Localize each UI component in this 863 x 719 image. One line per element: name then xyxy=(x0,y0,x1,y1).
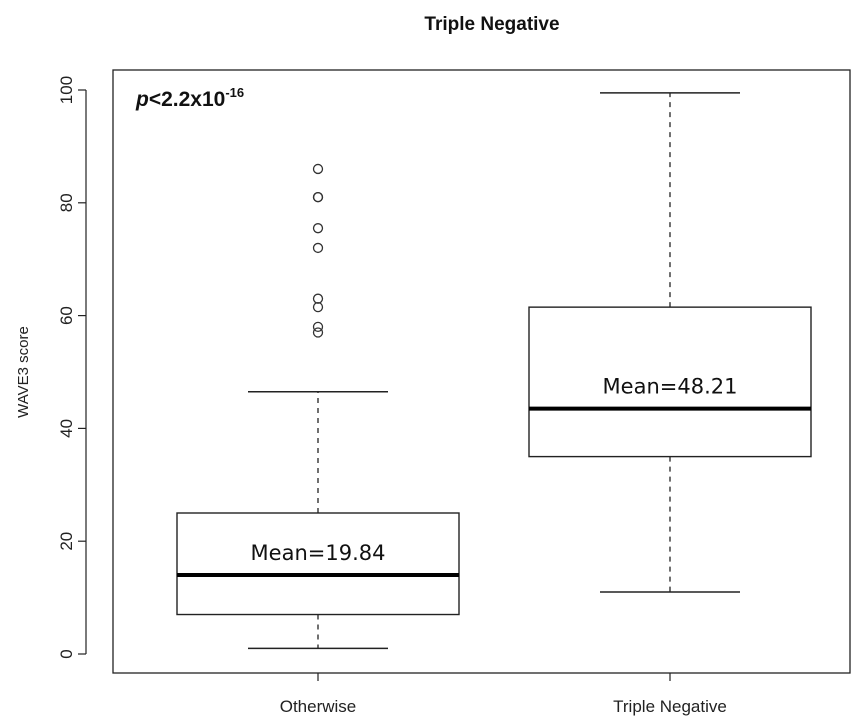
outlier-0-6 xyxy=(312,301,324,313)
p-value-exponent: -16 xyxy=(225,85,244,100)
p-value-text: <2.2x10 xyxy=(149,88,226,111)
plot-frame xyxy=(112,69,851,674)
y-tick-label-40: 40 xyxy=(57,419,76,438)
x-tick-label-1: Triple Negative xyxy=(613,697,727,716)
outlier-0-3 xyxy=(312,223,324,234)
p-symbol: p xyxy=(135,88,149,111)
y-tick-label-20: 20 xyxy=(57,532,76,551)
chart-title: Triple Negative xyxy=(424,14,559,35)
p-value-annotation: p<2.2x10-16 xyxy=(135,85,244,111)
outlier-0-0 xyxy=(312,163,324,175)
box-rect-0 xyxy=(176,512,460,616)
outlier-0-8 xyxy=(312,327,324,338)
x-axis: Otherwise Triple Negative xyxy=(280,673,727,716)
outlier-0-4 xyxy=(312,242,324,254)
y-tick-label-0: 0 xyxy=(57,649,76,658)
y-tick-label-60: 60 xyxy=(57,306,76,325)
box-rect-1 xyxy=(528,306,812,458)
outlier-0-7 xyxy=(312,321,324,333)
x-tick-label-0: Otherwise xyxy=(280,697,357,716)
mean-label-0: Mean=19.84 xyxy=(251,541,386,565)
y-tick-label-100: 100 xyxy=(57,76,76,104)
mean-label-1: Mean=48.21 xyxy=(603,375,738,399)
outlier-0-5 xyxy=(312,293,324,304)
box-group-1: Mean=48.21 xyxy=(528,92,812,593)
y-axis-label: WAVE3 score xyxy=(15,326,32,418)
y-tick-label-80: 80 xyxy=(57,193,76,212)
boxes: Mean=19.84 Mean=48.21 xyxy=(176,92,812,650)
y-axis: 0 20 40 60 80 100 xyxy=(57,76,87,659)
outlier-0-2 xyxy=(312,192,324,203)
box-group-0: Mean=19.84 xyxy=(176,163,460,650)
